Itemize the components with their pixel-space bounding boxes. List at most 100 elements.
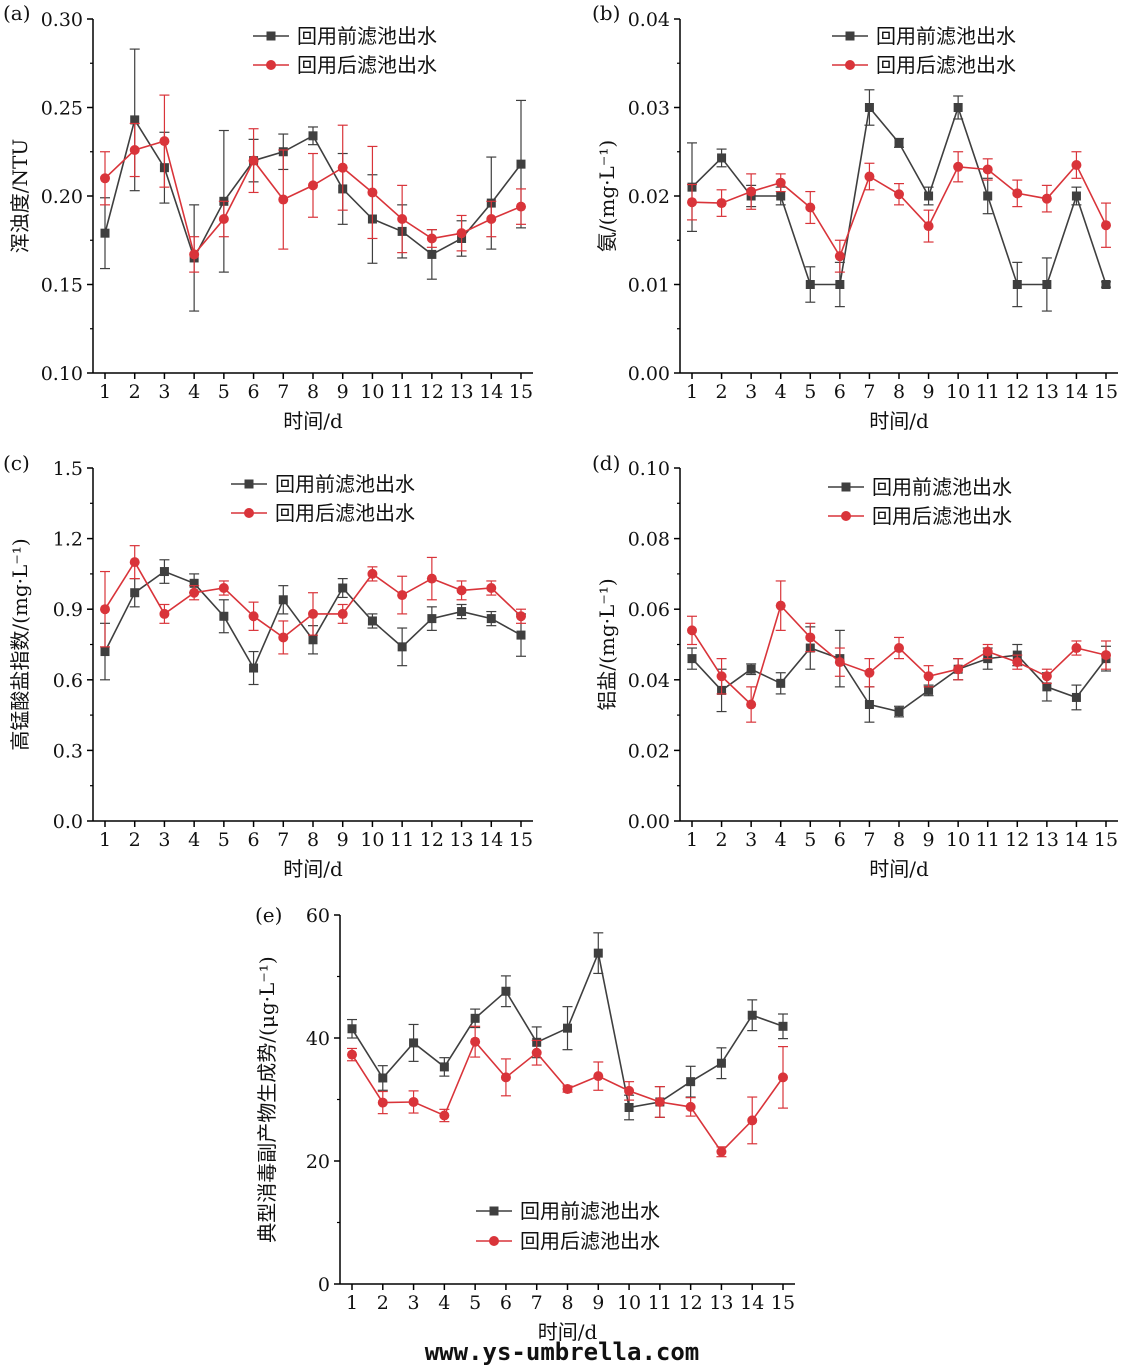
x-tick-label: 4 xyxy=(188,829,200,851)
y-tick-label: 0.04 xyxy=(628,9,670,31)
data-point-circle xyxy=(278,632,289,643)
y-tick-label: 0.01 xyxy=(628,275,670,297)
y-tick-label: 0.30 xyxy=(41,9,83,31)
data-point-square xyxy=(486,614,496,624)
data-point-square xyxy=(1071,191,1081,201)
x-tick-label: 4 xyxy=(188,381,200,403)
data-point-circle xyxy=(687,625,697,636)
legend-marker-square xyxy=(845,31,855,41)
y-tick-label: 0.04 xyxy=(628,670,670,692)
data-point-circle xyxy=(1071,643,1082,654)
data-point-circle xyxy=(864,171,875,182)
data-point-circle xyxy=(1012,188,1023,199)
x-tick-label: 7 xyxy=(277,829,289,851)
data-point-circle xyxy=(426,573,437,584)
x-tick-label: 7 xyxy=(277,381,289,403)
x-tick-label: 8 xyxy=(307,381,319,403)
x-tick-label: 13 xyxy=(709,1292,733,1314)
x-tick-label: 3 xyxy=(745,829,757,851)
y-tick-label: 0.0 xyxy=(53,811,83,833)
x-tick-label: 1 xyxy=(686,381,698,403)
data-point-square xyxy=(805,280,815,289)
x-tick-label: 14 xyxy=(479,381,503,403)
data-point-circle xyxy=(1101,220,1111,231)
data-point-circle xyxy=(775,177,786,188)
x-tick-label: 15 xyxy=(509,829,533,851)
legend-marker-circle xyxy=(266,60,276,70)
data-point-square xyxy=(278,595,288,605)
data-point-square xyxy=(100,228,110,238)
data-point-circle xyxy=(308,180,318,191)
x-tick-label: 9 xyxy=(923,829,935,851)
x-tick-label: 8 xyxy=(307,829,319,851)
x-tick-label: 8 xyxy=(893,381,905,403)
series-after-reuse xyxy=(347,1025,788,1158)
data-point-circle xyxy=(347,1049,357,1060)
data-point-square xyxy=(776,191,786,201)
data-point-circle xyxy=(746,699,757,710)
data-point-circle xyxy=(426,233,437,244)
panel-label: (a) xyxy=(3,1,31,25)
data-point-circle xyxy=(129,144,140,155)
y-tick-label: 0.03 xyxy=(628,98,670,120)
data-point-circle xyxy=(593,1071,604,1082)
legend-marker-square xyxy=(244,479,254,489)
data-point-square xyxy=(470,1013,480,1023)
x-tick-label: 9 xyxy=(337,829,349,851)
series-before-reuse xyxy=(100,559,526,686)
x-tick-label: 3 xyxy=(158,381,170,403)
x-axis-title: 时间/d xyxy=(283,857,343,881)
data-point-circle xyxy=(894,189,904,200)
data-point-circle xyxy=(189,249,200,260)
data-point-square xyxy=(409,1038,419,1048)
x-tick-label: 14 xyxy=(1064,381,1088,403)
data-point-circle xyxy=(953,664,964,675)
data-point-circle xyxy=(805,632,816,643)
legend-marker-circle xyxy=(841,511,851,521)
x-tick-label: 6 xyxy=(500,1292,512,1314)
data-point-circle xyxy=(486,214,497,225)
x-tick-label: 15 xyxy=(1094,829,1118,851)
data-point-circle xyxy=(982,164,993,175)
data-point-circle xyxy=(953,161,964,172)
data-point-square xyxy=(1101,280,1111,289)
x-tick-label: 13 xyxy=(1035,381,1059,403)
y-axis-title: 铝盐/(mg·L⁻¹) xyxy=(595,578,619,710)
x-tick-label: 12 xyxy=(1005,381,1029,403)
data-point-circle xyxy=(486,583,497,594)
x-tick-label: 11 xyxy=(976,829,1000,851)
data-point-circle xyxy=(456,585,467,596)
data-point-square xyxy=(1071,692,1081,702)
data-point-circle xyxy=(337,608,348,619)
x-tick-label: 8 xyxy=(893,829,905,851)
series-after-reuse xyxy=(100,94,526,273)
data-point-circle xyxy=(746,186,757,197)
x-tick-label: 7 xyxy=(863,381,875,403)
data-point-square xyxy=(716,1058,726,1068)
legend-label: 回用后滤池出水 xyxy=(297,53,437,77)
data-point-square xyxy=(397,642,407,652)
data-point-square xyxy=(219,611,229,621)
x-axis-title: 时间/d xyxy=(869,857,929,881)
data-point-circle xyxy=(747,1115,758,1126)
x-tick-label: 4 xyxy=(775,381,787,403)
data-point-circle xyxy=(775,600,786,611)
legend-marker-square xyxy=(841,482,851,492)
data-point-square xyxy=(624,1102,634,1112)
data-point-circle xyxy=(654,1096,665,1107)
x-tick-label: 15 xyxy=(509,381,533,403)
legend-label: 回用前滤池出水 xyxy=(876,24,1016,48)
data-point-circle xyxy=(982,646,993,657)
y-tick-label: 0.15 xyxy=(41,275,83,297)
data-point-square xyxy=(778,1021,788,1031)
data-point-circle xyxy=(716,198,727,209)
data-point-circle xyxy=(397,590,408,601)
y-tick-label: 1.2 xyxy=(53,529,83,551)
y-tick-label: 0.3 xyxy=(53,740,83,762)
y-tick-label: 0.00 xyxy=(628,363,670,385)
data-point-circle xyxy=(624,1085,635,1096)
x-tick-label: 5 xyxy=(469,1292,481,1314)
data-point-circle xyxy=(516,611,526,622)
